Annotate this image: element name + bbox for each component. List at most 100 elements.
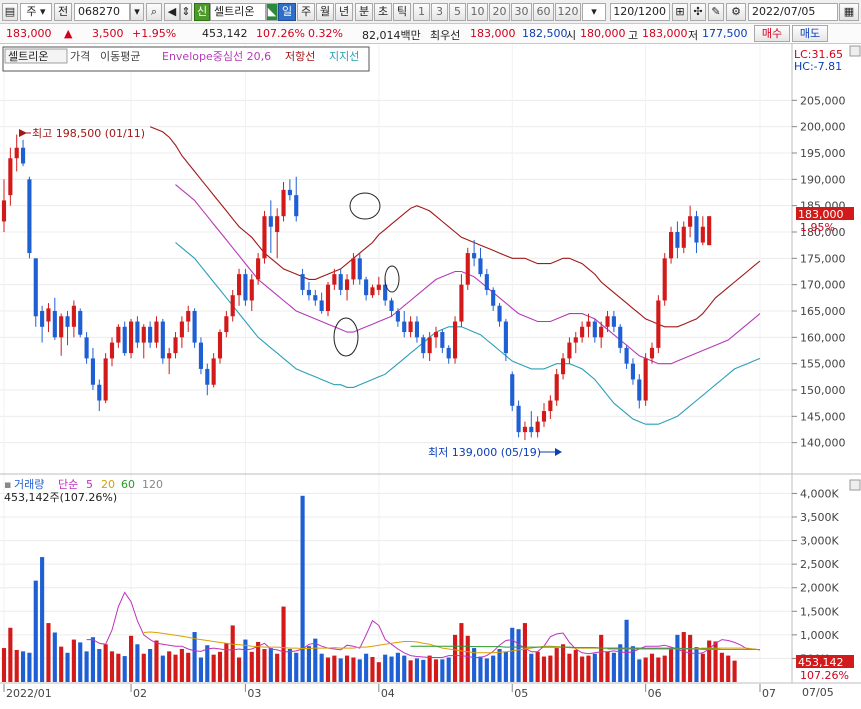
volume-bar xyxy=(8,627,13,682)
market-select[interactable]: 주 ▾ xyxy=(20,3,52,21)
candle-body xyxy=(516,405,521,433)
window-menu-icon[interactable]: ▤ xyxy=(2,3,18,21)
calendar-icon[interactable]: ▦ xyxy=(839,3,859,21)
candle-body xyxy=(268,216,273,227)
count-field[interactable]: 120/1200 xyxy=(610,3,670,21)
candle-body xyxy=(478,258,483,275)
search-icon[interactable]: ⌕ xyxy=(146,3,162,21)
legend-resistance[interactable]: 저항선 xyxy=(285,50,315,63)
volume-legend-marker: ▪ xyxy=(4,478,11,491)
stepper-icon[interactable]: ⇕ xyxy=(180,3,192,21)
interval-1-button[interactable]: 1 xyxy=(413,3,430,21)
period-tick-button[interactable]: 틱 xyxy=(393,3,411,21)
volume-bar xyxy=(167,651,172,682)
candle-body xyxy=(109,342,115,359)
settings-gear-icon[interactable]: ⚙ xyxy=(726,3,746,21)
volume-bar xyxy=(262,649,267,682)
candle-body xyxy=(560,358,566,375)
interval-5-button[interactable]: 5 xyxy=(449,3,466,21)
period-week-button[interactable]: 주 xyxy=(297,3,315,21)
price-tick-label: 155,000 xyxy=(800,358,846,371)
candle-body xyxy=(586,321,591,327)
candle-body xyxy=(160,321,165,359)
volume-bar xyxy=(20,651,26,682)
scroll-up-button[interactable] xyxy=(849,45,861,57)
volume-tick-label: 2,000K xyxy=(800,582,839,595)
volume-bar xyxy=(446,657,451,682)
period-minute-button[interactable]: 분 xyxy=(355,3,373,21)
interval-120-button[interactable]: 120 xyxy=(555,3,581,21)
period-day-button[interactable]: 일 xyxy=(278,3,296,21)
best-quote-label: 최우선 xyxy=(430,29,461,42)
candle-body xyxy=(141,326,146,343)
candle-body xyxy=(662,258,667,301)
volume-bar xyxy=(586,655,591,682)
pane-scroll-button[interactable] xyxy=(849,479,861,491)
price-tick-label: 170,000 xyxy=(800,279,846,292)
candle-body xyxy=(427,337,432,354)
legend-support[interactable]: 지지선 xyxy=(329,50,359,63)
interval-3-button[interactable]: 3 xyxy=(431,3,448,21)
volume-bar xyxy=(236,657,242,682)
legend-envelope[interactable]: Envelope중심선 20,6 xyxy=(162,50,271,63)
volume-bar xyxy=(338,658,343,682)
volume-bar xyxy=(281,606,286,682)
volume-bar xyxy=(224,643,229,682)
volume-bar xyxy=(243,639,248,682)
grid-icon[interactable]: ⊞ xyxy=(672,3,688,21)
draw-tool-icon[interactable]: ✎ xyxy=(708,3,724,21)
volume-tick-label: 2,500K xyxy=(800,558,839,571)
candle-body xyxy=(27,179,32,254)
interval-10-button[interactable]: 10 xyxy=(467,3,488,21)
period-second-button[interactable]: 초 xyxy=(374,3,392,21)
candle-body xyxy=(389,300,394,311)
code-input[interactable]: 068270 xyxy=(74,3,130,21)
volume-bar xyxy=(681,632,686,682)
candle-body xyxy=(230,295,235,317)
candle-body xyxy=(78,311,83,335)
prev-button[interactable]: 전 xyxy=(54,3,72,21)
candle-body xyxy=(122,326,127,354)
code-dropdown-icon[interactable]: ▾ xyxy=(130,3,144,21)
volume-ma-label[interactable]: 단순 xyxy=(58,478,78,491)
date-field[interactable]: 2022/07/05 xyxy=(748,3,838,21)
volume-bar xyxy=(14,649,19,682)
candle-body xyxy=(135,321,140,343)
interval-30-button[interactable]: 30 xyxy=(511,3,532,21)
volume-ma5-line xyxy=(86,591,761,658)
interval-20-button[interactable]: 20 xyxy=(489,3,510,21)
period-month-button[interactable]: 월 xyxy=(316,3,334,21)
open-price: 180,000 xyxy=(580,27,626,40)
candle-body xyxy=(452,321,458,359)
annotation-ellipse[interactable] xyxy=(333,317,359,357)
volume-legend-label[interactable]: 거래량 xyxy=(14,478,44,491)
volume-bar xyxy=(624,619,629,682)
legend-name-tab[interactable] xyxy=(4,48,68,64)
volume-bar xyxy=(90,637,96,682)
sell-button[interactable]: 매도 xyxy=(792,25,828,42)
candle-body xyxy=(535,421,540,433)
candle-body xyxy=(256,258,261,280)
volume-bar xyxy=(128,635,134,682)
legend-price[interactable]: 가격 xyxy=(70,50,90,63)
interval-60-button[interactable]: 60 xyxy=(533,3,554,21)
volume-current-text: 453,142주(107.26%) xyxy=(4,491,117,504)
current-price-tag: 183,000 1.95% xyxy=(796,207,854,234)
volume-bar xyxy=(541,656,547,682)
volume-bar xyxy=(510,627,515,682)
crosshair-icon[interactable]: ✣ xyxy=(690,3,706,21)
volume-bar xyxy=(662,655,667,682)
annotation-ellipse[interactable] xyxy=(349,192,381,220)
chart-background xyxy=(0,44,861,709)
interval-custom-select[interactable]: ▾ xyxy=(582,3,606,21)
speaker-icon[interactable]: ◀ xyxy=(164,3,180,21)
legend-moving-average[interactable]: 이동평균 xyxy=(100,50,140,63)
buy-button[interactable]: 매수 xyxy=(754,25,790,42)
price-tag-box xyxy=(796,207,854,220)
hc-value: HC:-7.81 xyxy=(794,60,842,73)
chart-area[interactable]: 140,000 145,000 150,000 155,000 160,000 165,0… xyxy=(0,44,861,709)
period-year-button[interactable]: 년 xyxy=(335,3,353,21)
annotation-ellipse[interactable] xyxy=(384,265,400,293)
stock-name-field[interactable]: 셀트리온 xyxy=(210,3,266,21)
candle-body xyxy=(688,216,693,227)
